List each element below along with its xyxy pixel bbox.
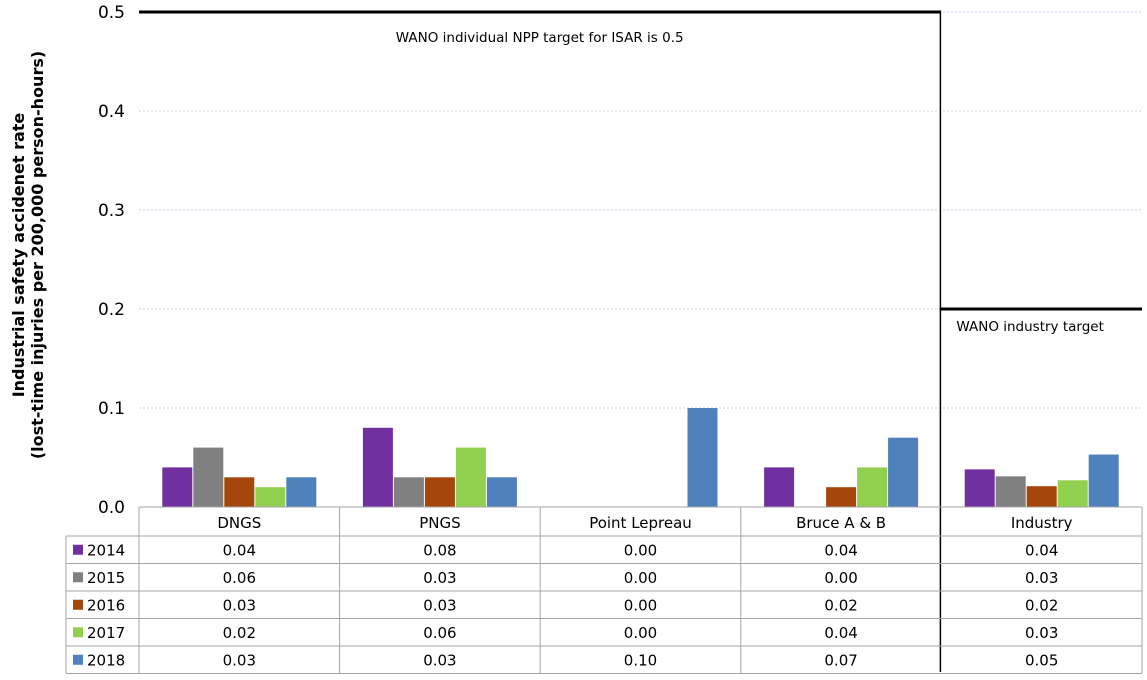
legend-key-2018 xyxy=(73,654,83,665)
data-label: 0.00 xyxy=(624,541,657,559)
legend-key-2015 xyxy=(73,572,83,583)
legend-label: 2017 xyxy=(87,624,125,642)
bar-2018-0 xyxy=(286,477,317,507)
data-label: 0.02 xyxy=(223,624,256,642)
data-label: 0.03 xyxy=(1025,624,1058,642)
data-label: 0.03 xyxy=(223,596,256,614)
bar-2018-3 xyxy=(888,437,919,507)
axis: 0.0 0.1 0.2 0.3 0.4 0.5 xyxy=(98,3,1142,518)
data-label: 0.04 xyxy=(824,624,857,642)
bar-2017-1 xyxy=(455,447,486,507)
data-label: 0.03 xyxy=(423,596,456,614)
data-label: 0.04 xyxy=(1025,541,1058,559)
data-label: 0.00 xyxy=(624,569,657,587)
category-label: Industry xyxy=(1011,514,1073,532)
legend-label: 2018 xyxy=(87,651,125,669)
bar-2016-4 xyxy=(1026,486,1057,507)
gridlines xyxy=(139,11,1142,409)
category-label: Bruce A & B xyxy=(796,514,886,532)
legend-label: 2016 xyxy=(87,596,125,614)
target-lines xyxy=(139,10,1142,672)
bar-2017-0 xyxy=(255,487,286,507)
category-label: DNGS xyxy=(217,514,261,532)
data-label: 0.00 xyxy=(624,596,657,614)
category-label: Point Lepreau xyxy=(589,514,692,532)
data-label: 0.02 xyxy=(1025,596,1058,614)
y-tick-label: 0.0 xyxy=(98,498,125,518)
data-label: 0.03 xyxy=(423,651,456,669)
category-label: PNGS xyxy=(419,514,460,532)
legend-label: 2014 xyxy=(87,541,125,559)
data-label: 0.00 xyxy=(824,569,857,587)
data-label: 0.03 xyxy=(1025,569,1058,587)
data-label: 0.10 xyxy=(624,651,657,669)
data-label: 0.02 xyxy=(824,596,857,614)
data-label: 0.00 xyxy=(624,624,657,642)
bar-2018-2 xyxy=(687,408,718,507)
bar-2014-0 xyxy=(162,467,193,507)
bar-2015-4 xyxy=(995,476,1026,507)
data-label: 0.08 xyxy=(423,541,456,559)
y-tick-label: 0.3 xyxy=(98,201,125,221)
bar-2016-0 xyxy=(224,477,255,507)
bar-2015-1 xyxy=(393,477,424,507)
npp-target-annotation: WANO individual NPP target for ISAR is 0… xyxy=(396,30,684,46)
bar-2018-4 xyxy=(1088,454,1119,507)
bar-2017-3 xyxy=(857,467,888,507)
y-axis-label: Industrial safety accidenet rate (lost-t… xyxy=(9,51,47,459)
data-label: 0.04 xyxy=(223,541,256,559)
data-table: DNGS PNGS Point Lepreau Bruce A & B Industry… xyxy=(65,507,1143,674)
bar-2016-3 xyxy=(826,487,857,507)
legend-key-2017 xyxy=(73,627,83,638)
legend-label: 2015 xyxy=(87,569,125,587)
data-label: 0.03 xyxy=(423,569,456,587)
bar-2014-1 xyxy=(362,427,393,507)
y-axis-label-line1: Industrial safety accidenet rate xyxy=(9,113,28,398)
bar-2018-1 xyxy=(486,477,517,507)
y-tick-label: 0.1 xyxy=(98,399,125,419)
y-tick-label: 0.5 xyxy=(98,3,125,23)
data-label: 0.05 xyxy=(1025,651,1058,669)
bars xyxy=(162,408,1119,507)
bar-2014-4 xyxy=(964,469,995,507)
data-label: 0.06 xyxy=(423,624,456,642)
bar-2015-0 xyxy=(193,447,224,507)
y-axis-label-line2: (lost-time injuries per 200,000 person-h… xyxy=(28,51,47,459)
y-tick-label: 0.4 xyxy=(98,102,125,122)
data-label: 0.03 xyxy=(223,651,256,669)
legend-key-2014 xyxy=(73,544,83,555)
data-label: 0.07 xyxy=(824,651,857,669)
industry-target-annotation: WANO industry target xyxy=(956,319,1104,335)
y-tick-label: 0.2 xyxy=(98,300,125,320)
legend-key-2016 xyxy=(73,599,83,610)
bar-2016-1 xyxy=(424,477,455,507)
bar-2014-3 xyxy=(764,467,795,507)
data-label: 0.06 xyxy=(223,569,256,587)
data-label: 0.04 xyxy=(824,541,857,559)
bar-2017-4 xyxy=(1057,480,1088,507)
